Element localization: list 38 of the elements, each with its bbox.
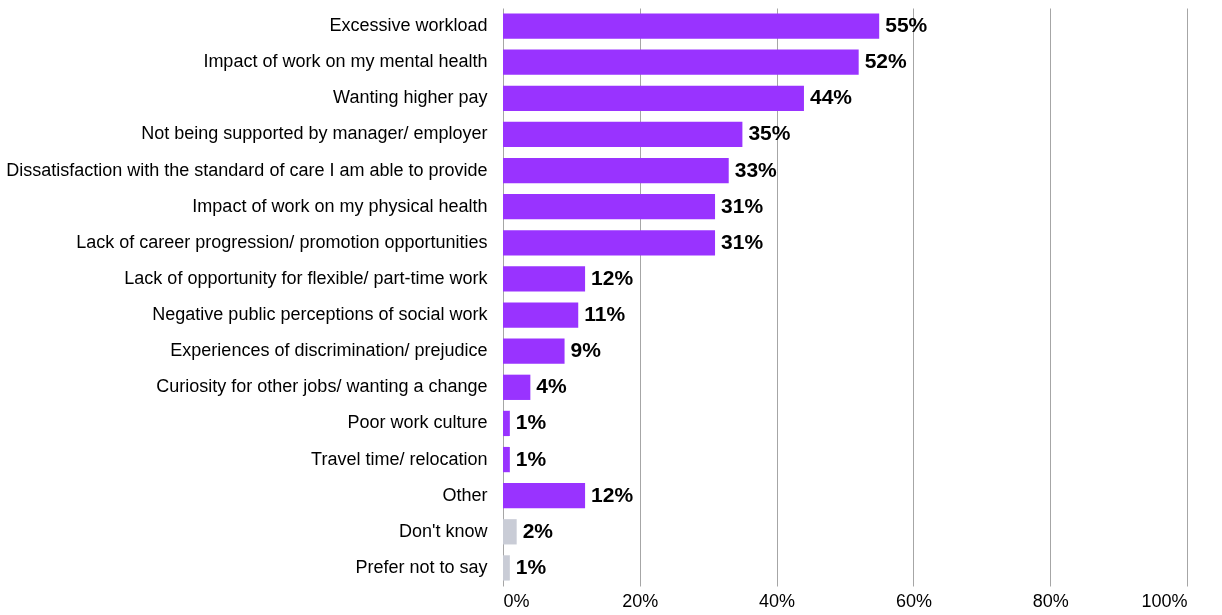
data-label: 9% xyxy=(570,338,602,362)
data-label: 52% xyxy=(864,49,908,73)
y-tick-label: Travel time/ relocation xyxy=(311,448,488,469)
y-tick-label: Dissatisfaction with the standard of care I am able to provide xyxy=(6,159,488,180)
data-label: 4% xyxy=(536,374,568,398)
y-tick-label: Not being supported by manager/ employer xyxy=(141,123,488,144)
x-tick-label: 100% xyxy=(1141,590,1188,611)
y-tick-label: Curiosity for other jobs/ wanting a change xyxy=(156,376,488,397)
x-tick-label: 60% xyxy=(895,590,932,611)
y-tick-label: Other xyxy=(442,484,488,505)
data-label: 12% xyxy=(591,482,634,506)
y-tick-label: Experiences of discrimination/ prejudice xyxy=(170,340,488,361)
y-tick-label: Prefer not to say xyxy=(355,556,488,577)
y-tick-label: Excessive workload xyxy=(329,15,488,36)
y-tick-label: Negative public perceptions of social work xyxy=(152,304,489,325)
x-tick-label: 80% xyxy=(1032,590,1069,611)
data-label: 35% xyxy=(748,121,791,145)
x-tick-label: 40% xyxy=(759,590,796,611)
data-label: 44% xyxy=(809,85,853,109)
data-label: 33% xyxy=(734,157,778,181)
data-label: 1% xyxy=(515,446,547,470)
y-tick-label: Don't know xyxy=(399,520,489,541)
y-tick-label: Poor work culture xyxy=(347,412,488,433)
data-label: 11% xyxy=(584,302,626,326)
data-label: 1% xyxy=(515,410,547,434)
y-tick-label: Lack of opportunity for flexible/ part-time work xyxy=(124,267,489,288)
data-label: 55% xyxy=(885,13,928,37)
y-tick-label: Impact of work on my physical health xyxy=(192,195,488,216)
x-tick-label: 0% xyxy=(503,590,530,611)
data-label: 12% xyxy=(591,265,634,289)
x-tick-label: 20% xyxy=(622,590,659,611)
y-tick-label: Lack of career progression/ promotion opportunities xyxy=(76,231,488,252)
data-label: 31% xyxy=(721,193,764,217)
data-label: 2% xyxy=(522,518,554,542)
y-tick-label: Impact of work on my mental health xyxy=(203,51,488,72)
y-tick-label: Wanting higher pay xyxy=(333,87,488,108)
data-label: 31% xyxy=(721,229,764,253)
data-label: 1% xyxy=(515,554,547,578)
